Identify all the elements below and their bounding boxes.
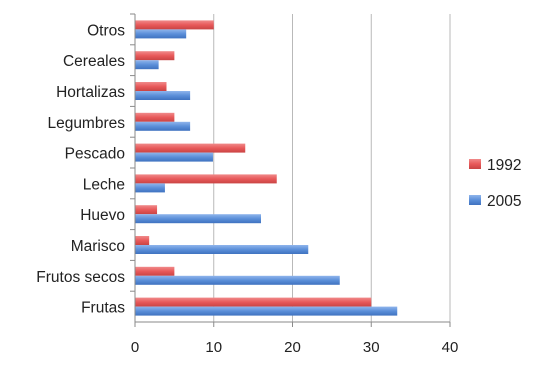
bar-2005-pescado — [135, 152, 213, 162]
bar-2005-frutas — [135, 306, 398, 316]
axes — [130, 13, 451, 327]
bar-1992-frutos-secos — [135, 266, 175, 276]
category-label: Leche — [83, 176, 125, 193]
bar-1992-huevo — [135, 205, 158, 215]
bar-2005-cereales — [135, 60, 159, 70]
bar-1992-hortalizas — [135, 82, 167, 91]
bar-1992-leche — [135, 174, 277, 184]
category-label: Frutas — [81, 300, 125, 317]
bar-2005-otros — [135, 29, 187, 39]
legend-swatch-2005 — [469, 195, 481, 205]
category-label: Pescado — [65, 146, 125, 163]
legend-label-2005: 2005 — [487, 193, 521, 210]
bar-1992-pescado — [135, 143, 246, 153]
bar-2005-frutos-secos — [135, 275, 340, 285]
gridlines — [213, 14, 451, 322]
x-tick-label: 20 — [284, 339, 301, 356]
bar-2005-huevo — [135, 214, 261, 224]
category-label: Huevo — [80, 207, 125, 224]
bar-1992-legumbres — [135, 112, 175, 122]
x-tick-label: 40 — [442, 339, 459, 356]
category-label: Marisco — [71, 238, 125, 255]
bars — [135, 20, 398, 316]
x-tick-label: 10 — [205, 339, 222, 356]
legend: 1992 2005 — [469, 157, 521, 210]
x-tick-label: 0 — [131, 339, 139, 356]
category-label: Cereales — [63, 53, 125, 70]
category-label: Hortalizas — [56, 84, 125, 101]
bar-2005-legumbres — [135, 121, 191, 131]
bar-2005-leche — [135, 183, 165, 193]
bar-1992-otros — [135, 20, 214, 30]
category-label: Legumbres — [47, 115, 125, 132]
category-label: Otros — [87, 22, 125, 39]
bar-1992-marisco — [135, 236, 150, 245]
category-label: Frutos secos — [36, 269, 125, 286]
labels: 0 10 20 30 40 Frutas Frutos secos Marisco Huevo L… — [36, 22, 458, 356]
bar-1992-frutas — [135, 297, 372, 307]
legend-swatch-1992 — [469, 159, 481, 169]
x-tick-label: 30 — [363, 339, 380, 356]
bar-2005-hortalizas — [135, 91, 191, 100]
bar-2005-marisco — [135, 245, 309, 254]
legend-label-1992: 1992 — [487, 157, 521, 174]
bar-1992-cereales — [135, 51, 175, 61]
